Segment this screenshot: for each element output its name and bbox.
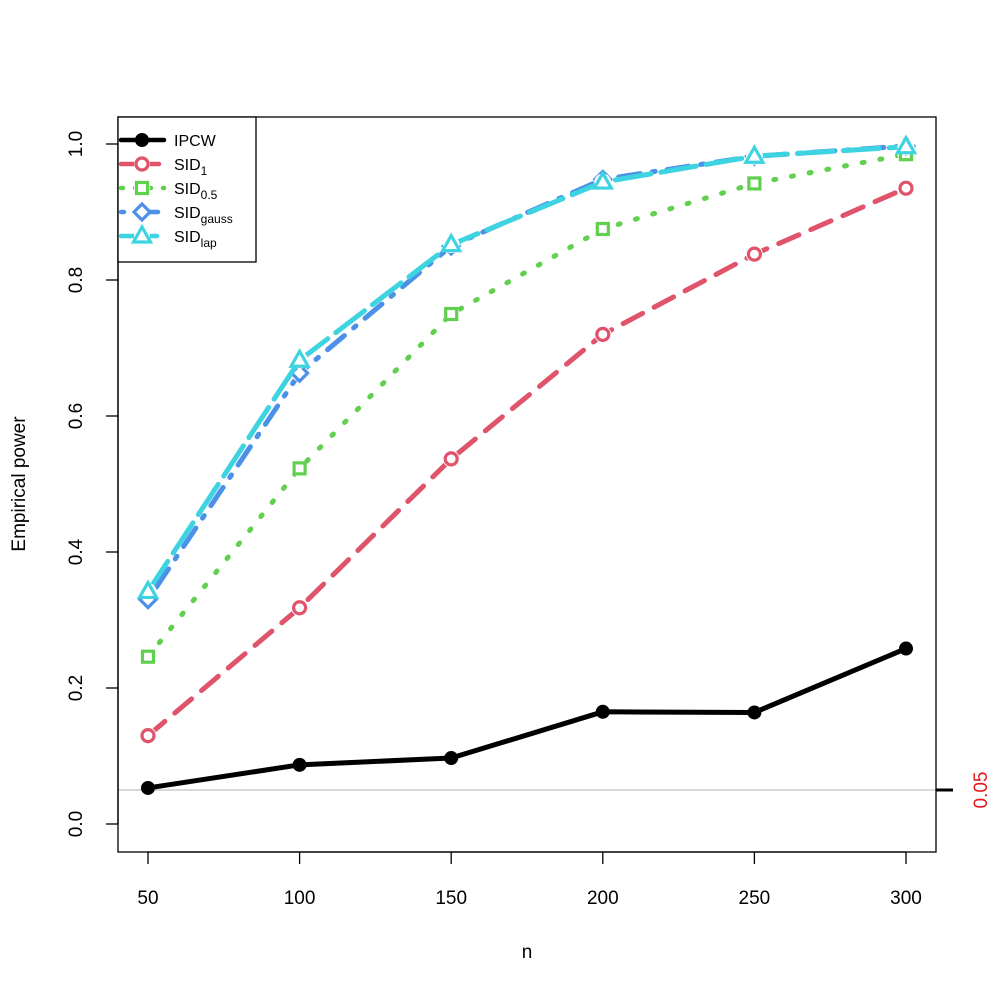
- data-point-sid05: [595, 221, 610, 237]
- data-point-ipcw: [444, 751, 459, 766]
- legend-item-sidlap: SIDlap: [118, 223, 217, 250]
- legend-label: SIDgauss: [174, 205, 233, 226]
- data-point-ipcw: [141, 780, 155, 795]
- y-axis-title: Empirical power: [9, 416, 30, 552]
- legend: IPCW SID1 SID0.5 SIDgauss SIDlap: [117, 116, 257, 263]
- x-tick-label: 150: [435, 888, 467, 909]
- data-point-sidlap: [591, 169, 615, 190]
- legend-item-sid05: SID0.5: [118, 180, 218, 202]
- series-line-ipcw: [145, 646, 909, 791]
- series-sid1: [139, 179, 915, 745]
- axes: 50 100 150 200 250 300 0.0 0.2 0.4 0.6 0.8 1.0: [66, 131, 922, 909]
- data-point-sid1: [746, 246, 763, 262]
- data-point-ipcw: [595, 704, 610, 719]
- y-tick-label: 0.4: [66, 538, 87, 565]
- data-point-sid05: [140, 649, 156, 664]
- data-point-sid1: [595, 326, 611, 342]
- x-tick-label: 100: [284, 888, 316, 909]
- x-tick-label: 250: [739, 888, 771, 909]
- legend-item-sid1: SID1: [118, 156, 208, 178]
- legend-label: SIDlap: [174, 229, 217, 250]
- series-line-sid1: [145, 185, 909, 739]
- series-sidlap: [136, 134, 918, 600]
- y-tick-label: 1.0: [66, 131, 87, 157]
- x-tick-label: 50: [137, 888, 158, 909]
- series-sid05: [139, 145, 915, 666]
- x-tick-label: 300: [890, 888, 922, 909]
- y-tick-label: 0.8: [66, 267, 87, 293]
- data-point-sid1: [443, 451, 459, 467]
- data-point-sid1: [898, 180, 914, 196]
- data-point-sidlap: [136, 579, 160, 600]
- data-point-sid1: [292, 600, 308, 616]
- legend-item-ipcw: IPCW: [118, 133, 217, 150]
- y-tick-label: 0.2: [66, 675, 87, 701]
- legend-marker: [135, 133, 149, 147]
- data-point-ipcw: [747, 705, 762, 720]
- legend-marker: [134, 180, 150, 196]
- legend-marker: [131, 201, 153, 223]
- x-tick-label: 200: [587, 888, 619, 909]
- legend-item-sidgauss: SIDgauss: [118, 201, 233, 226]
- data-point-ipcw: [292, 757, 307, 772]
- reference-line-label: 0.05: [971, 772, 992, 809]
- series-ipcw: [141, 641, 913, 795]
- legend-label: IPCW: [174, 133, 217, 150]
- data-point-sidlap: [743, 143, 766, 164]
- reference-line-group: 0.05: [118, 772, 992, 809]
- data-point-sid1: [140, 727, 156, 744]
- marker-backdrop: [134, 204, 150, 220]
- data-point-sidlap: [439, 232, 463, 253]
- series-line-sidgauss: [145, 143, 909, 603]
- legend-label: SID1: [174, 157, 208, 178]
- series-line-sid05: [145, 151, 909, 660]
- data-point-sidlap: [894, 134, 918, 155]
- data-point-sid05: [444, 306, 459, 322]
- y-tick-label: 0.0: [66, 811, 87, 837]
- x-axis-title: n: [522, 942, 533, 963]
- legend-marker: [134, 156, 150, 172]
- series-line-sidlap: [145, 144, 909, 594]
- data-point-sid05: [747, 176, 762, 191]
- legend-marker: [130, 223, 154, 244]
- data-point-sidlap: [288, 347, 311, 368]
- data-point-sid05: [292, 461, 307, 476]
- series-group: [136, 134, 918, 795]
- data-point-ipcw: [899, 641, 913, 656]
- legend-label: SID0.5: [174, 181, 218, 202]
- y-tick-label: 0.6: [66, 403, 87, 429]
